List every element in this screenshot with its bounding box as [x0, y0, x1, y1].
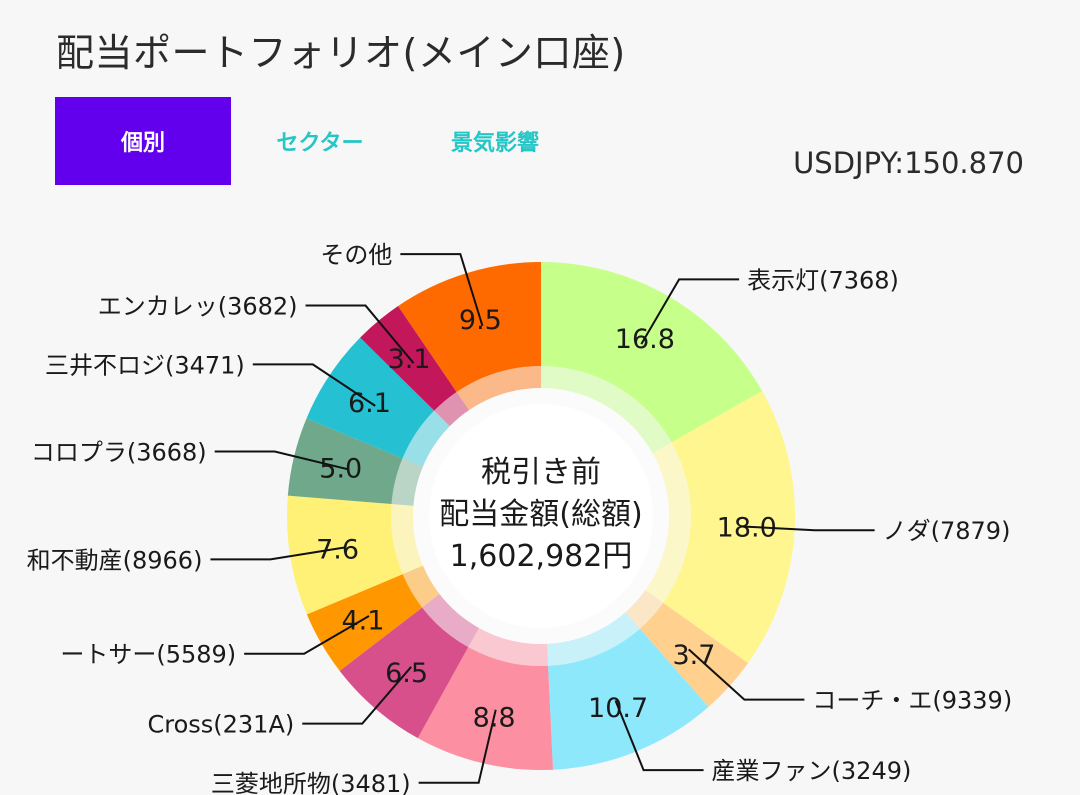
usdjpy-rate: USDJPY:150.870 — [793, 146, 1024, 180]
pie-slice-3481[interactable] — [417, 647, 553, 770]
pie-slice-3249[interactable] — [548, 628, 709, 770]
page-title: 配当ポートフォリオ(メイン口座) — [56, 31, 626, 75]
slice-label-item-11: その他 — [320, 241, 392, 269]
slice-label-7879: ノダ(7879) — [883, 517, 1011, 545]
slice-label-9339: コーチ・エ(9339) — [812, 687, 1012, 715]
pie-slice-8966[interactable] — [287, 495, 403, 615]
leader-line — [214, 450, 348, 471]
pie-slice-inner-band — [547, 612, 640, 666]
slice-label-3668: コロプラ(3668) — [31, 439, 207, 467]
pie-slice-inner-band — [541, 366, 672, 454]
slice-label-3481: 三菱地所物(3481) — [211, 770, 411, 795]
slice-label-5589: ートサー(5589) — [60, 641, 236, 669]
slice-label-cross-231a: Cross(231A) — [147, 711, 294, 739]
value-label-3668: 5.0 — [319, 454, 362, 485]
donut-hole — [429, 404, 653, 628]
leader-line — [688, 648, 805, 701]
leader-line — [305, 304, 415, 364]
leader-line — [640, 278, 740, 345]
slice-label-3249: 産業ファン(3249) — [712, 757, 912, 785]
pie-slice-inner-band — [625, 590, 664, 629]
pie-slice-inner-band — [456, 366, 541, 411]
pie-slice-cross-231a[interactable] — [339, 607, 469, 739]
slice-label-8966: 和不動産(8966) — [27, 546, 203, 574]
pie-slice-inner-band — [402, 410, 450, 467]
pie-slice-item-11[interactable] — [398, 262, 541, 392]
value-label-5589: 4.1 — [341, 606, 384, 637]
pie-slice-inner-band — [468, 627, 549, 667]
leader-line — [302, 666, 412, 725]
pie-slice-7368[interactable] — [541, 262, 763, 443]
pie-slice-inner-band — [391, 458, 423, 506]
leader-line — [739, 525, 875, 532]
tab-sector[interactable]: セクター — [276, 131, 364, 156]
pie-slice-inner-band — [402, 565, 440, 608]
pie-slice-3471[interactable] — [306, 337, 435, 459]
leader-line — [210, 546, 345, 561]
leader-line — [244, 615, 370, 655]
pie-slice-3668[interactable] — [287, 418, 403, 504]
leader-line — [614, 700, 704, 772]
tab-economic-impact[interactable]: 景気影響 — [450, 131, 539, 156]
pie-slice-7879[interactable] — [663, 391, 795, 664]
pie-slice-inner-band — [391, 503, 423, 575]
pie-slice-5589[interactable] — [306, 574, 423, 671]
leader-line — [252, 363, 376, 407]
slice-label-7368: 表示灯(7368) — [747, 266, 899, 294]
center-text-line-1: 税引き前 — [481, 455, 601, 490]
pie-slice-inner-band — [645, 442, 691, 603]
center-text-line-3: 1,602,982円 — [450, 539, 633, 574]
slice-label-3682: エンカレッ(3682) — [98, 293, 298, 321]
pie-slice-inner-band — [434, 391, 469, 427]
pie-slice-inner-band — [422, 594, 479, 648]
center-text-line-2: 配当金額(総額) — [439, 497, 642, 532]
leader-line — [400, 253, 484, 327]
slice-label-3471: 三井不ロジ(3471) — [45, 351, 245, 379]
leader-line — [418, 709, 497, 784]
tab-individual[interactable]: 個別 — [55, 97, 231, 185]
